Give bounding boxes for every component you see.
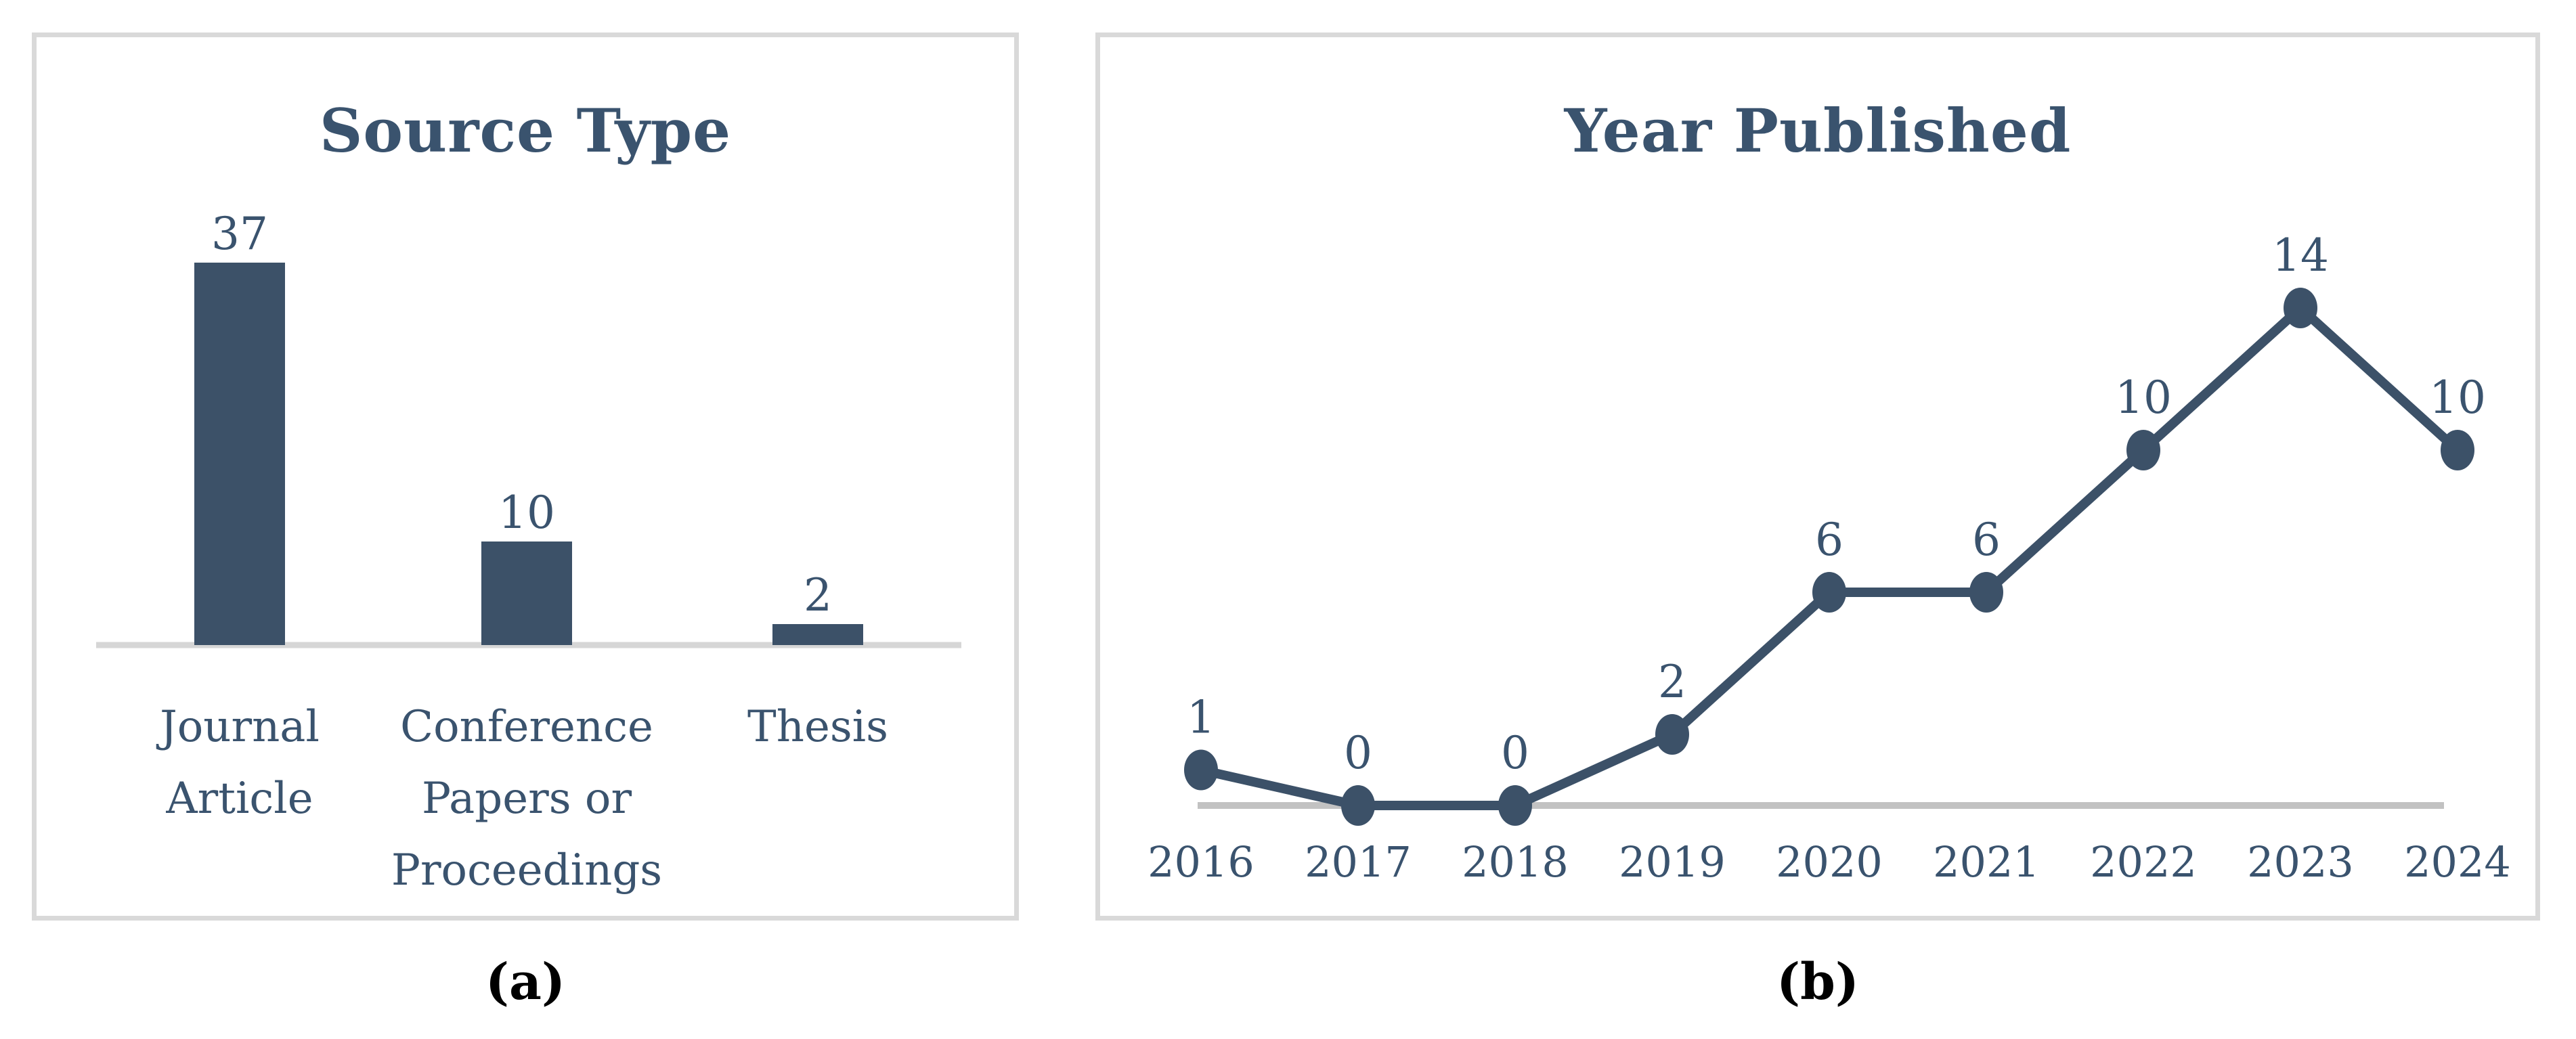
year-tick-label: 2024 bbox=[2404, 837, 2511, 887]
line-point-marker bbox=[1341, 785, 1375, 826]
source-type-chart-panel: 37 Journal Article 10 Conference Papers or Pro… bbox=[32, 32, 1019, 921]
category-label-line: Papers or bbox=[422, 774, 632, 824]
line-chart: 1 2016 0 2017 0 2018 2 2019 6 2020 6 2021 10 2022 14 20… bbox=[1148, 229, 2511, 887]
bar-chart: 37 Journal Article 10 Conference Papers or Pro… bbox=[96, 208, 961, 896]
point-value-label: 10 bbox=[2429, 372, 2486, 424]
bar-value-label: 37 bbox=[211, 208, 268, 260]
category-label-line: Journal bbox=[156, 702, 320, 752]
point-value-label: 2 bbox=[1658, 656, 1686, 708]
point-value-label: 0 bbox=[1344, 727, 1372, 779]
category-label-line: Article bbox=[165, 774, 313, 824]
line-point-marker bbox=[1498, 785, 1532, 826]
bar-value-label: 2 bbox=[804, 569, 832, 621]
category-label-line: Thesis bbox=[747, 702, 888, 752]
point-value-label: 10 bbox=[2115, 372, 2172, 424]
point-value-label: 6 bbox=[1815, 514, 1843, 566]
year-tick-label: 2020 bbox=[1776, 837, 1883, 887]
line-chart-title: Year Published bbox=[1564, 95, 2072, 166]
year-tick-label: 2019 bbox=[1619, 837, 1726, 887]
line-point-marker bbox=[2441, 430, 2474, 470]
bar-2 bbox=[772, 624, 863, 645]
year-tick-label: 2023 bbox=[2247, 837, 2354, 887]
year-tick-label: 2016 bbox=[1148, 837, 1254, 887]
bar-value-label: 10 bbox=[498, 487, 555, 539]
year-published-chart-panel: 1 2016 0 2017 0 2018 2 2019 6 2020 6 2021 10 2022 14 20… bbox=[1095, 32, 2540, 921]
point-value-label: 14 bbox=[2272, 229, 2329, 282]
line-point-marker bbox=[2284, 288, 2317, 328]
category-label-line: Proceedings bbox=[391, 845, 662, 896]
caption-b: (b) bbox=[1776, 953, 1859, 1011]
year-tick-label: 2021 bbox=[1933, 837, 2040, 887]
line-point-marker bbox=[1969, 572, 2003, 613]
bar-0 bbox=[194, 263, 285, 645]
point-value-label: 0 bbox=[1501, 727, 1529, 779]
line-point-marker bbox=[1184, 749, 1218, 791]
year-tick-label: 2017 bbox=[1305, 837, 1412, 887]
line-point-marker bbox=[2126, 430, 2160, 470]
year-tick-label: 2018 bbox=[1462, 837, 1569, 887]
category-label-line: Conference bbox=[400, 702, 653, 752]
caption-a: (a) bbox=[485, 953, 565, 1011]
year-tick-label: 2022 bbox=[2090, 837, 2197, 887]
line-point-marker bbox=[1812, 572, 1846, 613]
point-value-label: 1 bbox=[1187, 692, 1215, 744]
bar-chart-title: Source Type bbox=[319, 95, 732, 166]
point-value-label: 6 bbox=[1972, 514, 2001, 566]
line-point-marker bbox=[1655, 714, 1689, 755]
bar-1 bbox=[481, 541, 572, 645]
